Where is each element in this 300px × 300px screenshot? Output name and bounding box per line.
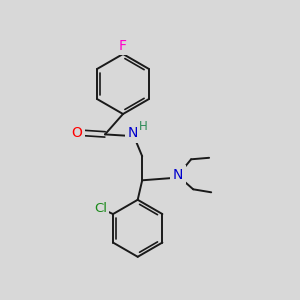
Text: N: N (173, 168, 183, 182)
Text: H: H (138, 120, 147, 133)
Text: N: N (128, 127, 138, 140)
Text: F: F (119, 39, 127, 52)
Text: Cl: Cl (94, 202, 107, 214)
Text: O: O (72, 126, 83, 140)
